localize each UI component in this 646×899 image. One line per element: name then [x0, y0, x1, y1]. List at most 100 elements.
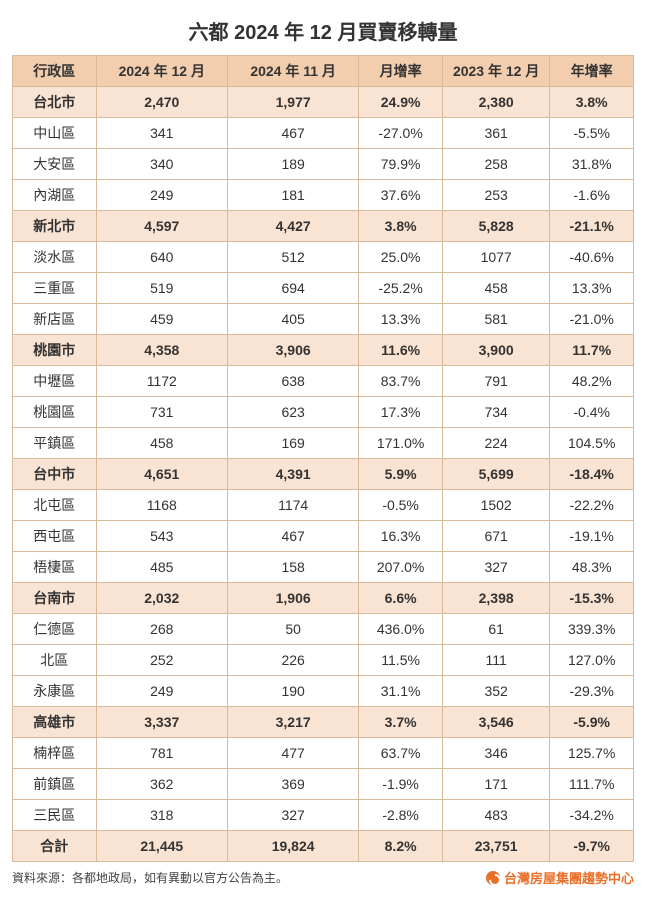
row-value-cell: 467 [227, 118, 358, 149]
row-value-cell: 4,597 [96, 211, 227, 242]
row-value-cell: 19,824 [227, 831, 358, 862]
row-value-cell: 3,217 [227, 707, 358, 738]
page-title: 六都 2024 年 12 月買賣移轉量 [12, 16, 634, 45]
col-header: 2023 年 12 月 [442, 56, 549, 87]
row-value-cell: 369 [227, 769, 358, 800]
table-row: 西屯區54346716.3%671-19.1% [13, 521, 634, 552]
row-value-cell: 268 [96, 614, 227, 645]
row-value-cell: 50 [227, 614, 358, 645]
row-value-cell: 459 [96, 304, 227, 335]
row-value-cell: -22.2% [550, 490, 634, 521]
table-row: 仁德區26850436.0%61339.3% [13, 614, 634, 645]
row-value-cell: 436.0% [359, 614, 443, 645]
row-name-cell: 三重區 [13, 273, 97, 304]
row-value-cell: 2,032 [96, 583, 227, 614]
row-value-cell: 11.6% [359, 335, 443, 366]
row-name-cell: 新北市 [13, 211, 97, 242]
row-value-cell: 318 [96, 800, 227, 831]
row-value-cell: 1077 [442, 242, 549, 273]
row-value-cell: 4,427 [227, 211, 358, 242]
row-name-cell: 北區 [13, 645, 97, 676]
row-value-cell: -40.6% [550, 242, 634, 273]
table-row: 新店區45940513.3%581-21.0% [13, 304, 634, 335]
row-value-cell: 21,445 [96, 831, 227, 862]
row-value-cell: 458 [442, 273, 549, 304]
table-row: 高雄市3,3373,2173.7%3,546-5.9% [13, 707, 634, 738]
table-row: 大安區34018979.9%25831.8% [13, 149, 634, 180]
row-value-cell: 458 [96, 428, 227, 459]
col-header: 行政區 [13, 56, 97, 87]
row-value-cell: 1168 [96, 490, 227, 521]
table-row: 梧棲區485158207.0%32748.3% [13, 552, 634, 583]
header-row: 行政區 2024 年 12 月 2024 年 11 月 月增率 2023 年 1… [13, 56, 634, 87]
row-value-cell: -15.3% [550, 583, 634, 614]
row-name-cell: 內湖區 [13, 180, 97, 211]
row-value-cell: 63.7% [359, 738, 443, 769]
row-value-cell: 581 [442, 304, 549, 335]
row-value-cell: 4,651 [96, 459, 227, 490]
row-name-cell: 永康區 [13, 676, 97, 707]
row-value-cell: 224 [442, 428, 549, 459]
row-value-cell: 127.0% [550, 645, 634, 676]
row-value-cell: 671 [442, 521, 549, 552]
row-value-cell: 48.3% [550, 552, 634, 583]
table-row: 台北市2,4701,97724.9%2,3803.8% [13, 87, 634, 118]
row-value-cell: 48.2% [550, 366, 634, 397]
row-value-cell: -34.2% [550, 800, 634, 831]
row-value-cell: 171.0% [359, 428, 443, 459]
row-value-cell: 79.9% [359, 149, 443, 180]
row-value-cell: 339.3% [550, 614, 634, 645]
row-name-cell: 大安區 [13, 149, 97, 180]
source-text: 資料來源：各都地政局，如有異動以官方公告為主。 [12, 869, 288, 886]
row-value-cell: 3.8% [359, 211, 443, 242]
row-value-cell: 3.7% [359, 707, 443, 738]
brand-label: 台灣房屋集團趨勢中心 [486, 868, 634, 887]
row-value-cell: 623 [227, 397, 358, 428]
row-value-cell: 11.5% [359, 645, 443, 676]
row-value-cell: -25.2% [359, 273, 443, 304]
table-row: 中山區341467-27.0%361-5.5% [13, 118, 634, 149]
row-value-cell: 512 [227, 242, 358, 273]
table-row: 桃園市4,3583,90611.6%3,90011.7% [13, 335, 634, 366]
row-name-cell: 楠梓區 [13, 738, 97, 769]
row-value-cell: 477 [227, 738, 358, 769]
row-value-cell: 25.0% [359, 242, 443, 273]
row-value-cell: 2,470 [96, 87, 227, 118]
table-row: 永康區24919031.1%352-29.3% [13, 676, 634, 707]
row-value-cell: -2.8% [359, 800, 443, 831]
row-name-cell: 合計 [13, 831, 97, 862]
row-value-cell: -21.0% [550, 304, 634, 335]
row-value-cell: 181 [227, 180, 358, 211]
row-name-cell: 淡水區 [13, 242, 97, 273]
row-value-cell: 405 [227, 304, 358, 335]
table-row: 平鎮區458169171.0%224104.5% [13, 428, 634, 459]
row-value-cell: 519 [96, 273, 227, 304]
row-value-cell: 361 [442, 118, 549, 149]
row-value-cell: 640 [96, 242, 227, 273]
row-name-cell: 前鎮區 [13, 769, 97, 800]
col-header: 2024 年 11 月 [227, 56, 358, 87]
row-value-cell: 791 [442, 366, 549, 397]
row-name-cell: 高雄市 [13, 707, 97, 738]
row-value-cell: 31.8% [550, 149, 634, 180]
brand-icon [486, 871, 500, 885]
row-value-cell: 207.0% [359, 552, 443, 583]
row-name-cell: 新店區 [13, 304, 97, 335]
row-value-cell: 485 [96, 552, 227, 583]
row-value-cell: 16.3% [359, 521, 443, 552]
row-value-cell: 249 [96, 676, 227, 707]
row-value-cell: 11.7% [550, 335, 634, 366]
row-value-cell: -21.1% [550, 211, 634, 242]
row-value-cell: 111 [442, 645, 549, 676]
row-name-cell: 中山區 [13, 118, 97, 149]
row-value-cell: 104.5% [550, 428, 634, 459]
brand-text: 台灣房屋集團趨勢中心 [504, 868, 634, 887]
row-value-cell: -1.6% [550, 180, 634, 211]
row-value-cell: -19.1% [550, 521, 634, 552]
row-value-cell: 638 [227, 366, 358, 397]
footer: 資料來源：各都地政局，如有異動以官方公告為主。 台灣房屋集團趨勢中心 [12, 868, 634, 887]
row-name-cell: 三民區 [13, 800, 97, 831]
row-value-cell: 24.9% [359, 87, 443, 118]
row-value-cell: 346 [442, 738, 549, 769]
table-row: 新北市4,5974,4273.8%5,828-21.1% [13, 211, 634, 242]
